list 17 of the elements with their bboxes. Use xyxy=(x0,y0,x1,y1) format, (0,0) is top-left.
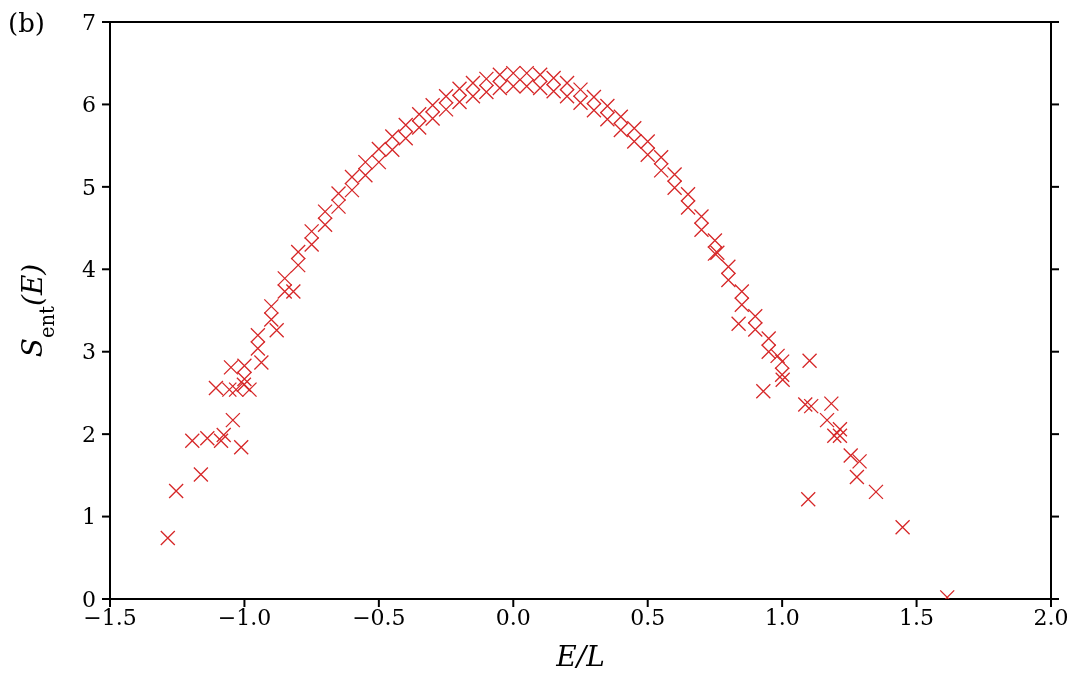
y-tick-label: 0 xyxy=(82,586,96,612)
y-tick-label: 4 xyxy=(82,256,96,282)
x-tick-label: 2.0 xyxy=(1033,604,1069,630)
y-tick-label: 2 xyxy=(82,421,96,447)
y-tick-label: 6 xyxy=(82,92,96,118)
x-axis-title: E/L xyxy=(555,640,605,673)
x-tick-label: −1.0 xyxy=(217,604,272,630)
x-tick-label: 1.5 xyxy=(899,604,935,630)
x-tick-label: 0.5 xyxy=(630,604,666,630)
x-tick-label: 1.0 xyxy=(764,604,800,630)
y-tick-label: 7 xyxy=(82,9,96,35)
y-tick-label: 3 xyxy=(82,339,96,365)
text: (b) xyxy=(8,8,45,38)
y-tick-label: 5 xyxy=(82,174,96,200)
y-tick-label: 1 xyxy=(82,504,96,530)
x-tick-label: 0.0 xyxy=(495,604,531,630)
x-tick-label: −0.5 xyxy=(352,604,406,630)
